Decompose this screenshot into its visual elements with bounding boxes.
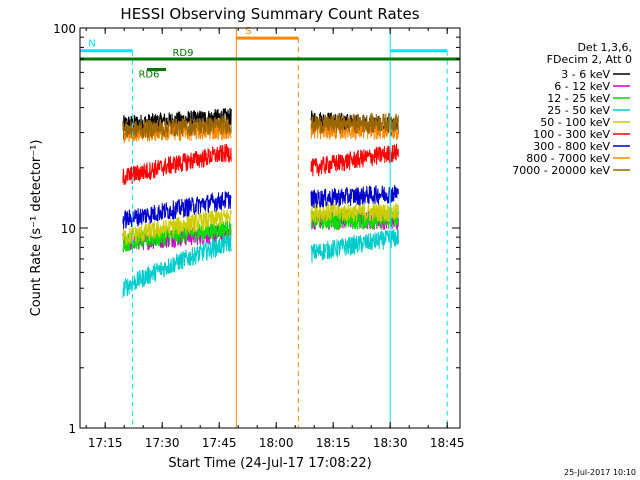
rd-label-RD6: RD6 <box>138 70 159 81</box>
trace-100-300keV-seg2 <box>310 143 399 177</box>
series-25-50keV <box>122 229 399 299</box>
interval-label-S: S <box>245 26 251 37</box>
chart-title: HESSI Observing Summary Count Rates <box>120 5 419 23</box>
series-50-100keV <box>122 203 399 246</box>
y-tick-label-10: 10 <box>61 222 76 236</box>
x-tick-label-18:00: 18:00 <box>259 436 294 450</box>
y-tick-label-100: 100 <box>53 22 76 36</box>
plot-area: N S RD9 RD6 <box>79 26 460 428</box>
legend-label-50-100keV: 50 - 100 keV <box>540 116 610 129</box>
y-axis: 1 10 100 <box>53 22 460 436</box>
x-tick-label-18:15: 18:15 <box>316 436 351 450</box>
plot-frame <box>79 27 461 429</box>
x-tick-label-17:15: 17:15 <box>88 436 123 450</box>
y-axis-label: Count Rate (s⁻¹ detector⁻¹) <box>29 140 44 317</box>
legend-header-1: Det 1,3,6, <box>577 41 632 54</box>
rd-label-RD9: RD9 <box>172 48 193 59</box>
trace-25-50keV-seg2 <box>310 229 399 263</box>
x-tick-label-17:45: 17:45 <box>202 436 237 450</box>
x-tick-label-18:45: 18:45 <box>430 436 465 450</box>
legend-label-100-300keV: 100 - 300 keV <box>533 128 610 141</box>
legend-label-300-800keV: 300 - 800 keV <box>533 140 610 153</box>
timestamp: 25-Jul-2017 10:10 <box>564 468 636 477</box>
trace-300-800keV-seg1 <box>122 191 232 229</box>
trace-25-50keV-seg1 <box>122 235 232 299</box>
trace-50-100keV-seg1 <box>122 208 232 246</box>
series-300-800keV <box>122 184 399 229</box>
legend-header-2: FDecim 2, Att 0 <box>547 53 632 66</box>
series-100-300keV <box>122 143 399 185</box>
legend-label-3-6keV: 3 - 6 keV <box>561 68 610 81</box>
trace-7000-20000keV-seg2 <box>310 112 399 135</box>
legend-label-7000-20000keV: 7000 - 20000 keV <box>512 164 610 177</box>
trace-50-100keV-seg2 <box>310 203 399 223</box>
trace-7000-20000keV-seg1 <box>122 114 232 140</box>
series-7000-20000keV <box>122 112 399 140</box>
legend-label-6-12keV: 6 - 12 keV <box>554 80 610 93</box>
x-axis-label: Start Time (24-Jul-17 17:08:22) <box>168 456 371 471</box>
interval-label-N: N <box>88 39 95 50</box>
trace-100-300keV-seg1 <box>122 143 232 185</box>
x-axis: 17:15 17:30 17:45 18:00 18:15 18:30 18:45 <box>85 28 465 450</box>
x-tick-label-17:30: 17:30 <box>145 436 180 450</box>
legend-label-800-7000keV: 800 - 7000 keV <box>526 152 610 165</box>
legend-label-12-25keV: 12 - 25 keV <box>547 92 610 105</box>
legend-label-25-50keV: 25 - 50 keV <box>547 104 610 117</box>
trace-300-800keV-seg2 <box>310 184 399 209</box>
y-tick-label-1: 1 <box>68 422 76 436</box>
x-tick-label-18:30: 18:30 <box>373 436 408 450</box>
